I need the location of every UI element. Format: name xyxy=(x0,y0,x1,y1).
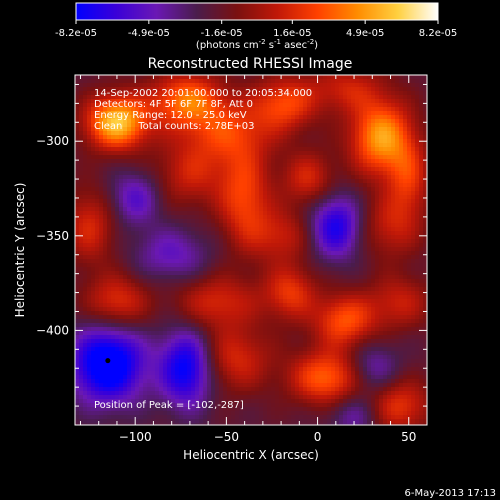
axes: −100 −50 0 50 −300 −350 −400 xyxy=(36,75,428,444)
colorbar-tick-label: -8.2e-05 xyxy=(55,28,97,39)
colorbar-tick-label: -4.9e-05 xyxy=(128,28,170,39)
annotation-detectors: Detectors: 4F 5F 6F 7F 8F, Att 0 xyxy=(94,99,253,110)
colorbar xyxy=(75,2,439,21)
plot-frame xyxy=(74,74,428,426)
peak-position-label: Position of Peak = [-102,-287] xyxy=(94,400,244,411)
y-tick-label: −350 xyxy=(36,229,69,243)
y-tick-label: −400 xyxy=(36,323,69,337)
colorbar-ticks: -8.2e-05 -4.9e-05 -1.6e-05 1.6e-05 4.9e-05 8.… xyxy=(55,20,457,39)
x-tick-label: 50 xyxy=(401,430,416,444)
colorbar-tick-label: -1.6e-05 xyxy=(201,28,243,39)
annotation-counts: Clean Total counts: 2.78E+03 xyxy=(94,121,254,132)
colorbar-tick-label: 4.9e-05 xyxy=(346,28,384,39)
observation-annotations: 14-Sep-2002 20:01:00.000 to 20:05:34.000… xyxy=(94,88,312,132)
x-tick-label: −100 xyxy=(119,430,152,444)
y-axis-label: Heliocentric Y (arcsec) xyxy=(13,183,27,318)
chart-title: Reconstructed RHESSI Image xyxy=(148,56,353,72)
x-tick-label: 0 xyxy=(314,430,322,444)
peak-marker xyxy=(105,358,111,364)
annotation-time-range: 14-Sep-2002 20:01:00.000 to 20:05:34.000 xyxy=(94,88,312,99)
annotation-energy-range: Energy Range: 12.0 - 25.0 keV xyxy=(94,110,247,121)
x-tick-label: −50 xyxy=(214,430,239,444)
y-tick-label: −300 xyxy=(36,134,69,148)
heatmap-image xyxy=(75,75,427,425)
colorbar-tick-label: 1.6e-05 xyxy=(273,28,311,39)
footer-timestamp: 6-May-2013 17:13 xyxy=(404,488,496,499)
colorbar-unit-label: (photons cm-2 s-1 asec-2) xyxy=(196,38,318,51)
colorbar-tick-label: 8.2e-05 xyxy=(419,28,457,39)
x-axis-label: Heliocentric X (arcsec) xyxy=(183,448,319,462)
